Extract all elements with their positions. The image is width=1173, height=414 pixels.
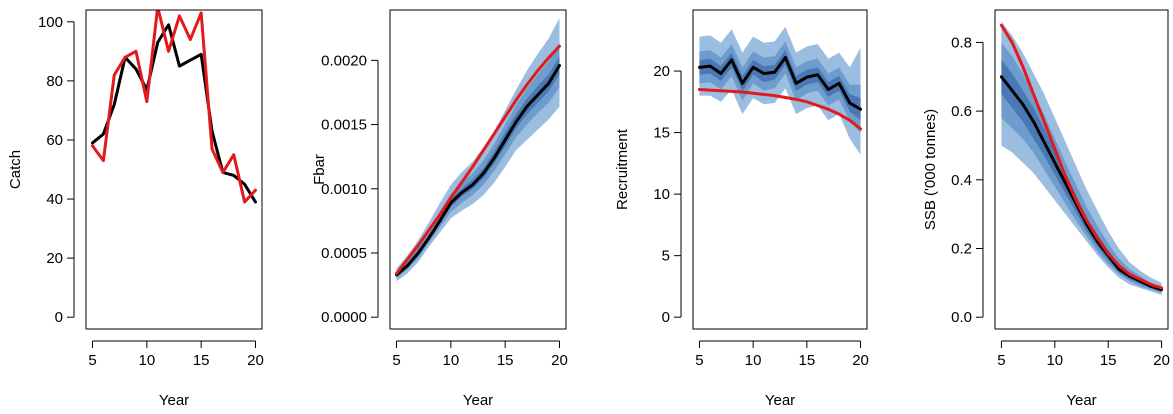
- x-tick-label: 15: [193, 352, 210, 369]
- y-tick-label: 0.0010: [321, 181, 367, 198]
- panel-1: 5 10 15 20 0 20 40 60 80 100 Year Catch: [7, 9, 264, 409]
- x-tick-label: 5: [392, 352, 400, 369]
- x-axis-title: Year: [463, 392, 493, 409]
- y-tick-label: 80: [46, 73, 63, 90]
- band-outer: [396, 17, 560, 282]
- line-observed: [999, 23, 1164, 290]
- line-median: [91, 23, 257, 204]
- x-tick-label: 10: [1046, 352, 1063, 369]
- y-tick-label: 0.0: [951, 309, 972, 326]
- x-tick-label: 20: [247, 352, 264, 369]
- y-tick-label: 0.0020: [321, 52, 367, 69]
- x-tick-label: 10: [138, 352, 155, 369]
- x-axis-title: Year: [159, 392, 189, 409]
- y-tick-label: 0.2: [951, 240, 972, 257]
- panel-3: 5 10 15 20 0 5 10 15 20 Year Recruitment: [614, 9, 869, 409]
- plot-area: [91, 10, 257, 204]
- x-tick-label: 20: [852, 352, 869, 369]
- y-tick-label: 0: [55, 309, 63, 326]
- plot-area: [999, 21, 1164, 295]
- panel-4: 5 10 15 20 0.0 0.2 0.4 0.6 0.8 Year SSB ('000 tonn…: [922, 9, 1170, 409]
- plot-frame: [85, 9, 263, 330]
- band-mid: [1001, 42, 1162, 294]
- line-observed: [91, 10, 257, 204]
- x-tick-label: 20: [1153, 352, 1170, 369]
- band-outer: [699, 26, 861, 155]
- y-tick-label: 0.0015: [321, 117, 367, 134]
- y-tick-label: 5: [662, 248, 670, 265]
- line-median: [999, 75, 1164, 292]
- y-tick-label: 0.8: [951, 34, 972, 51]
- y-tick-label: 0.0000: [321, 309, 367, 326]
- y-tick-label: 20: [653, 63, 670, 80]
- x-tick-label: 20: [551, 352, 568, 369]
- y-axis-title: Fbar: [311, 154, 328, 185]
- band-mid: [699, 41, 861, 133]
- y-tick-label: 0: [662, 309, 670, 326]
- y-tick-label: 0.4: [951, 172, 972, 189]
- x-tick-label: 10: [442, 352, 459, 369]
- y-axis-title: Catch: [7, 150, 24, 189]
- y-axis-title: Recruitment: [614, 128, 631, 210]
- x-tick-label: 10: [745, 352, 762, 369]
- x-tick-label: 15: [497, 352, 514, 369]
- x-tick-label: 15: [1100, 352, 1117, 369]
- y-tick-label: 0.0005: [321, 245, 367, 262]
- y-tick-label: 100: [38, 14, 63, 31]
- band-inner: [1001, 59, 1162, 292]
- plot-area: [395, 17, 561, 282]
- band-inner: [396, 56, 560, 277]
- line-median: [395, 63, 561, 277]
- x-tick-label: 5: [88, 352, 96, 369]
- y-tick-label: 40: [46, 191, 63, 208]
- line-observed: [697, 88, 863, 131]
- y-tick-label: 0.6: [951, 103, 972, 120]
- x-axis-title: Year: [1066, 392, 1096, 409]
- y-tick-label: 20: [46, 250, 63, 267]
- y-tick-label: 10: [653, 186, 670, 203]
- plot-area: [697, 26, 863, 155]
- plot-frame: [389, 9, 567, 330]
- panel-2: 5 10 15 20 0.0000 0.0005 0.0010 0.0015 0.0020 Yea…: [311, 9, 568, 409]
- plot-frame: [692, 9, 868, 330]
- plot-frame: [994, 9, 1169, 330]
- line-observed: [395, 44, 561, 276]
- y-tick-label: 15: [653, 125, 670, 142]
- x-tick-label: 15: [799, 352, 816, 369]
- band-outer: [1001, 21, 1162, 295]
- x-tick-label: 5: [997, 352, 1005, 369]
- y-tick-label: 60: [46, 132, 63, 149]
- x-tick-label: 5: [695, 352, 703, 369]
- y-axis-title: SSB ('000 tonnes): [922, 109, 939, 230]
- line-median: [697, 56, 863, 111]
- x-axis-title: Year: [765, 392, 795, 409]
